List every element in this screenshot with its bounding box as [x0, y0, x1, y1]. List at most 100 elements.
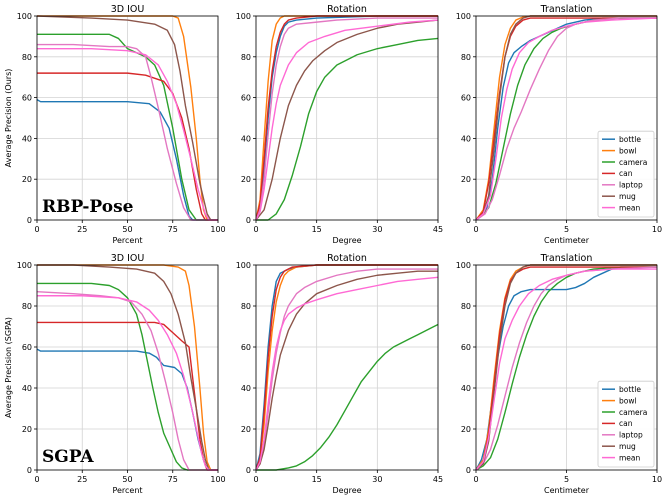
legend-label-mean: mean: [619, 453, 641, 462]
legend-label-bowl: bowl: [619, 146, 637, 155]
y-tick-label: 0: [466, 466, 471, 475]
y-tick-label: 20: [461, 425, 471, 434]
series-line-laptop: [36, 290, 218, 471]
chart-panel: 0 5 10020406080100TranslationCentimeterbot…: [456, 4, 662, 245]
method-label: SGPA: [42, 447, 94, 467]
series-line-can: [255, 264, 438, 471]
series-line-mug: [36, 15, 218, 221]
y-tick-label: 40: [241, 384, 251, 393]
y-axis-label: Average Precision (Ours): [4, 69, 13, 168]
y-tick-label: 100: [236, 12, 251, 21]
x-tick-label: 0: [34, 475, 39, 484]
y-tick-label: 100: [456, 261, 471, 270]
x-tick-label: 10: [652, 475, 662, 484]
legend-label-laptop: laptop: [619, 431, 643, 440]
y-tick-label: 80: [241, 302, 251, 311]
series-line-mug: [475, 264, 657, 471]
series-line-camera: [256, 323, 439, 471]
x-axis-label: Centimeter: [544, 486, 590, 495]
x-tick-label: 0: [473, 475, 478, 484]
y-tick-label: 0: [466, 216, 471, 225]
x-tick-label: 15: [312, 475, 322, 484]
y-tick-label: 40: [22, 134, 32, 143]
legend-label-bowl: bowl: [619, 396, 637, 405]
y-tick-label: 100: [456, 12, 471, 21]
x-axis-label: Degree: [332, 486, 361, 495]
x-tick-label: 100: [210, 225, 225, 234]
x-axis-label: Percent: [112, 486, 142, 495]
series-line-mug: [475, 15, 657, 221]
y-tick-label: 0: [246, 216, 251, 225]
series-line-mug: [255, 19, 439, 221]
legend: bottle bowl camera can laptop mug mean: [597, 380, 655, 468]
y-tick-label: 100: [17, 261, 32, 270]
legend-label-bottle: bottle: [619, 385, 641, 394]
y-tick-label: 80: [22, 53, 32, 62]
x-axis-label: Degree: [332, 236, 361, 245]
y-tick-label: 100: [236, 261, 251, 270]
series-line-mean: [37, 295, 218, 471]
y-tick-label: 40: [241, 134, 251, 143]
x-axis-label: Percent: [112, 236, 142, 245]
x-tick-label: 25: [77, 475, 87, 484]
y-tick-label: 80: [241, 53, 251, 62]
legend-label-mean: mean: [619, 203, 641, 212]
legend-label-camera: camera: [619, 408, 647, 417]
series-line-camera: [256, 37, 439, 221]
x-tick-label: 50: [122, 225, 132, 234]
chart-panel: 0 15 30 45 0 20 40 60 80 100 Rotation Degree: [236, 4, 443, 245]
y-tick-label: 40: [22, 384, 32, 393]
x-tick-label: 0: [34, 225, 39, 234]
y-tick-label: 60: [22, 343, 32, 352]
series-line-laptop: [37, 43, 218, 221]
series-line-can: [255, 15, 438, 221]
method-label: RBP-Pose: [42, 197, 134, 217]
x-tick-label: 30: [372, 475, 382, 484]
x-tick-label: 50: [122, 475, 132, 484]
x-tick-label: 0: [473, 225, 478, 234]
legend-label-can: can: [619, 419, 633, 428]
y-tick-label: 0: [27, 466, 32, 475]
y-tick-label: 20: [241, 425, 251, 434]
y-tick-label: 60: [241, 343, 251, 352]
y-tick-label: 60: [461, 94, 471, 103]
x-tick-label: 75: [168, 225, 178, 234]
chart-title: Translation: [540, 253, 593, 264]
chart-panel: 0 25 50 75 100 0 20 40 60 80 100 3D IOU Percent Avera…: [4, 253, 226, 495]
x-tick-label: 45: [433, 225, 443, 234]
series-line-mean: [255, 19, 439, 221]
chart-title: Translation: [540, 4, 593, 15]
y-tick-label: 0: [27, 216, 32, 225]
chart-title: 3D IOU: [111, 253, 145, 264]
series-line-mean: [255, 276, 439, 471]
series-line-mean: [475, 268, 657, 471]
chart-panel: 0 25 50 75 100 0 20 40 60 80 100 3D IOU Percent Avera…: [4, 4, 226, 245]
legend-label-camera: camera: [619, 158, 647, 167]
y-axis-label: Average Precision (SGPA): [4, 317, 13, 418]
y-tick-label: 40: [461, 134, 471, 143]
series-line-mean: [37, 47, 218, 221]
y-tick-label: 20: [461, 175, 471, 184]
series-line-bottle: [255, 15, 438, 221]
series-line-mean: [475, 17, 658, 221]
x-tick-label: 100: [210, 475, 225, 484]
x-tick-label: 0: [253, 475, 258, 484]
series-line-camera: [37, 33, 218, 221]
chart-title: Rotation: [327, 253, 367, 264]
x-tick-label: 30: [372, 225, 382, 234]
x-tick-label: 0: [253, 225, 258, 234]
x-axis-label: Centimeter: [544, 236, 590, 245]
x-tick-label: 10: [652, 225, 662, 234]
series-line-bottle: [475, 17, 657, 221]
chart-panel: 0 5 10020406080100TranslationCentimeterbot…: [456, 253, 662, 495]
y-tick-label: 20: [22, 175, 32, 184]
x-tick-label: 15: [312, 225, 322, 234]
axes-frame: [255, 15, 439, 221]
y-tick-label: 80: [461, 302, 471, 311]
y-tick-label: 20: [241, 175, 251, 184]
y-tick-label: 80: [461, 53, 471, 62]
y-tick-label: 60: [461, 343, 471, 352]
y-tick-label: 0: [246, 466, 251, 475]
